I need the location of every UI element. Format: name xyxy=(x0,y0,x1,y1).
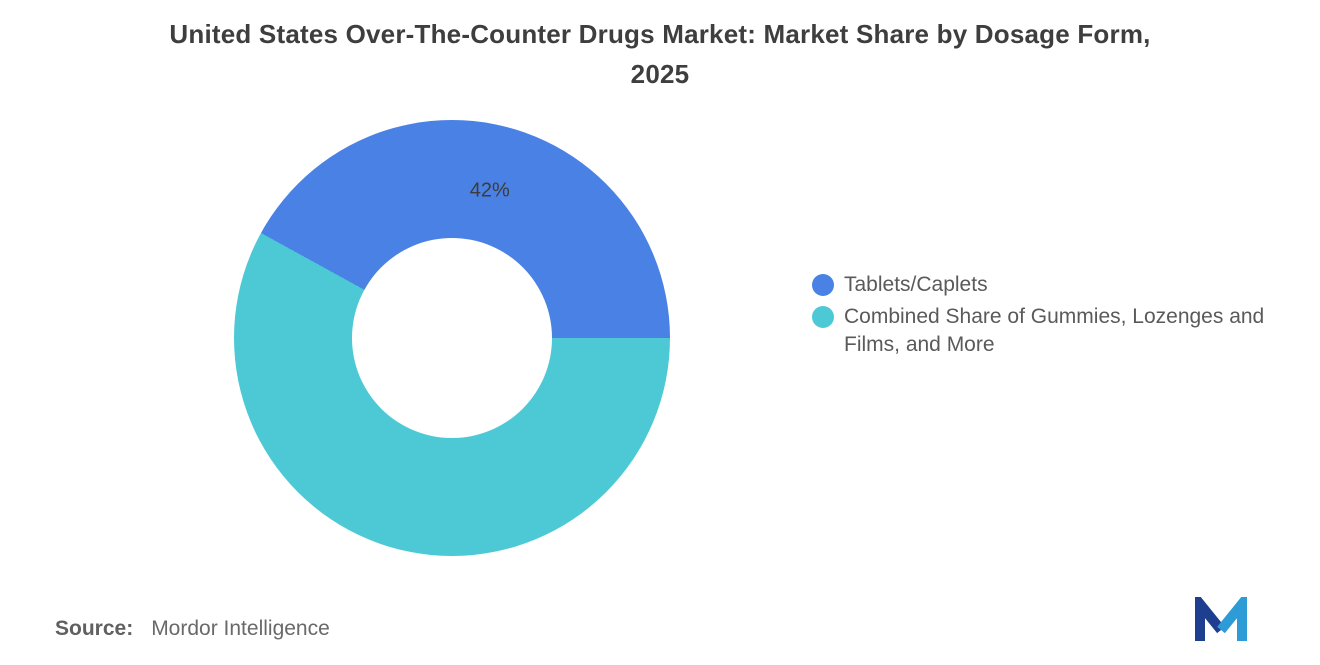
donut-chart: 42% xyxy=(234,120,670,556)
chart-title: United States Over-The-Counter Drugs Mar… xyxy=(0,14,1320,94)
legend-swatch-tablets-icon xyxy=(812,274,834,296)
chart-title-line2: 2025 xyxy=(630,59,690,89)
source-label: Source: xyxy=(55,617,134,640)
legend-item-tablets: Tablets/Caplets xyxy=(812,271,1292,299)
source-value: Mordor Intelligence xyxy=(151,617,330,640)
slice-label-tablets: 42% xyxy=(469,179,510,202)
legend-swatch-combined-icon xyxy=(812,306,834,328)
mordor-intelligence-logo xyxy=(1195,597,1247,641)
legend-label-combined: Combined Share of Gummies, Lozenges and … xyxy=(844,305,1265,356)
chart-title-line1: United States Over-The-Counter Drugs Mar… xyxy=(169,19,1151,49)
legend-label-tablets: Tablets/Caplets xyxy=(844,273,988,296)
legend: Tablets/Caplets Combined Share of Gummie… xyxy=(812,271,1292,363)
donut-hole xyxy=(352,238,552,438)
legend-item-combined: Combined Share of Gummies, Lozenges and … xyxy=(812,303,1292,359)
source-line: Source: Mordor Intelligence xyxy=(55,617,330,641)
